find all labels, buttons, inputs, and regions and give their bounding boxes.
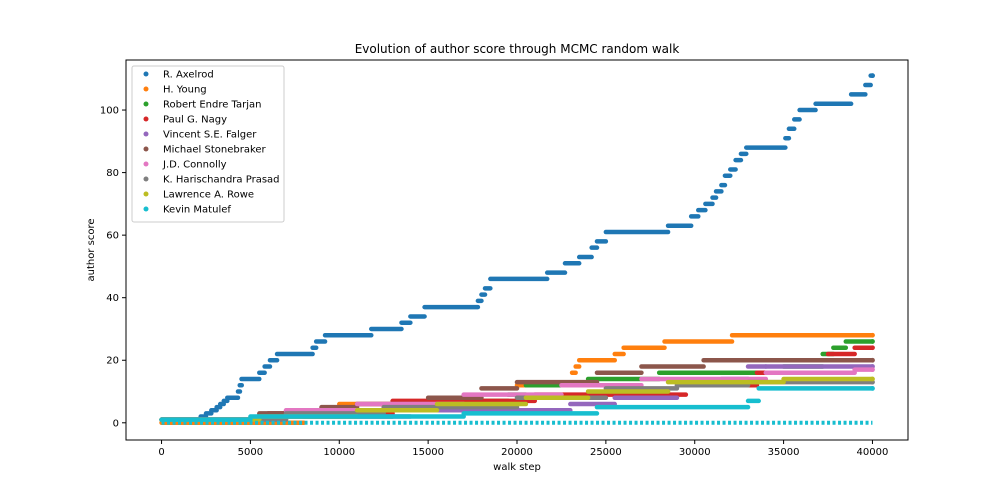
series-3-point [870, 339, 875, 344]
x-tick-label: 40000 [857, 447, 889, 458]
x-tick-label: 30000 [679, 447, 711, 458]
legend-entry: Vincent S.E. Falger [163, 130, 257, 141]
legend-marker [143, 86, 149, 92]
series-1 [159, 73, 875, 422]
x-tick-label: 0 [158, 447, 164, 458]
legend-entry: Michael Stonebraker [163, 145, 267, 156]
legend-marker [143, 206, 149, 212]
legend-entry: Lawrence A. Rowe [163, 190, 254, 201]
chart-title: Evolution of author score through MCMC r… [355, 42, 680, 56]
legend-entry: Paul G. Nagy [163, 115, 227, 126]
legend-marker [143, 161, 149, 167]
y-tick-label: 20 [106, 356, 119, 367]
legend-marker [143, 146, 149, 152]
series-7 [159, 367, 875, 422]
series-7-point [870, 367, 875, 373]
legend-entry: K. Harischandra Prasad [163, 175, 280, 186]
x-tick-label: 15000 [412, 447, 444, 458]
legend-box [131, 65, 285, 223]
series-2-point [870, 332, 875, 338]
x-tick-label: 20000 [501, 447, 533, 458]
legend-entry: J.D. Connolly [162, 160, 227, 171]
legend-marker [143, 131, 149, 137]
y-tick-label: 40 [106, 293, 119, 304]
y-axis: 0 20 40 60 80 100 [100, 106, 126, 429]
legend-entry: Robert Endre Tarjan [163, 100, 262, 111]
x-tick-label: 25000 [590, 447, 622, 458]
x-tick-label: 10000 [323, 447, 355, 458]
series-10-point [870, 385, 875, 391]
series-4-point [870, 345, 875, 351]
legend-entry: R. Axelrod [163, 70, 214, 81]
series-10 [159, 385, 875, 425]
y-tick-label: 80 [106, 168, 119, 179]
series-layer [159, 73, 875, 426]
y-tick-label: 100 [100, 106, 119, 117]
legend-entry: H. Young [163, 85, 207, 96]
legend-marker [143, 176, 149, 182]
x-tick-label: 5000 [238, 447, 263, 458]
y-tick-label: 0 [113, 418, 119, 429]
series-6-point [870, 357, 875, 363]
y-axis-label: author score [86, 218, 97, 281]
x-axis-label: walk step [493, 462, 541, 473]
legend-marker [143, 191, 149, 197]
legend: R. Axelrod H. Young Robert Endre Tarjan Pau… [131, 65, 285, 223]
x-tick-label: 35000 [768, 447, 800, 458]
legend-marker [143, 116, 149, 122]
legend-entry: Kevin Matulef [163, 205, 231, 216]
y-tick-label: 60 [106, 231, 119, 242]
series-1-point [870, 73, 875, 79]
x-axis: 0 5000 10000 15000 20000 25000 30000 35000 40000 [158, 440, 888, 458]
series-9-point [870, 376, 875, 382]
legend-marker [143, 101, 149, 107]
legend-marker [143, 71, 149, 77]
